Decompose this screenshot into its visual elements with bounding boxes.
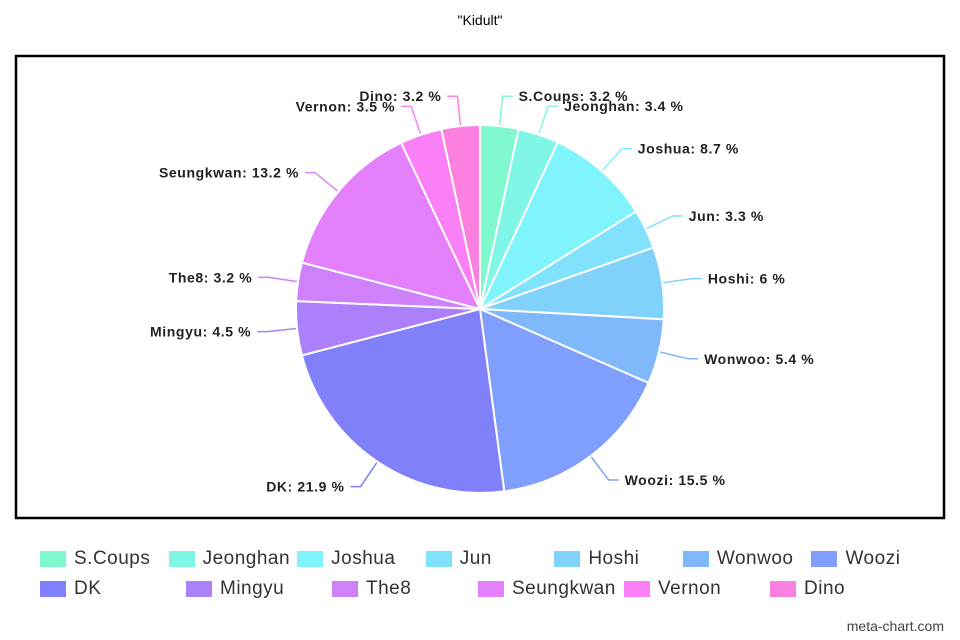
connector-dk <box>350 462 378 488</box>
legend-label: Seungkwan <box>512 578 616 599</box>
data-label-joshua: Joshua: 8.7 % <box>638 141 739 157</box>
legend-swatch <box>770 581 796 597</box>
connector-woozi <box>590 456 619 481</box>
legend: S.Coups Jeonghan Joshua Jun Hoshi Wonwoo Woozi… <box>40 544 940 604</box>
legend-label: Joshua <box>331 548 396 569</box>
legend-item-joshua: Joshua <box>297 548 426 570</box>
chart-title: "Kidult" <box>457 12 503 28</box>
legend-label: DK <box>74 578 102 599</box>
legend-item-vernon: Vernon <box>624 578 770 600</box>
legend-swatch <box>168 551 195 567</box>
legend-label: Jun <box>459 548 492 569</box>
legend-item-dino: Dino <box>770 578 916 600</box>
legend-label: Dino <box>804 578 846 599</box>
connector-jun <box>646 215 683 230</box>
data-label-dino: Dino: 3.2 % <box>359 88 441 104</box>
pie-slice-joshua <box>477 140 638 312</box>
legend-label: The8 <box>366 578 412 599</box>
data-label-the8: The8: 3.2 % <box>169 269 253 285</box>
legend-label: Wonwoo <box>716 548 794 569</box>
pie-slice-dino <box>440 123 481 310</box>
connector-s-coups <box>498 95 513 126</box>
data-label-woozi: Woozi: 15.5 % <box>625 472 726 488</box>
connector-hoshi <box>663 277 702 284</box>
data-label-mingyu: Mingyu: 4.5 % <box>150 324 251 340</box>
legend-label: Jeonghan <box>202 548 291 569</box>
legend-item-jun: Jun <box>425 548 555 570</box>
legend-swatch <box>297 551 324 567</box>
legend-item-seungkwan: Seungkwan <box>478 578 624 600</box>
data-label-hoshi: Hoshi: 6 % <box>708 271 786 287</box>
legend-swatch <box>40 551 66 567</box>
data-label-vernon: Vernon: 3.5 % <box>296 98 396 114</box>
legend-item-the8: The8 <box>332 578 478 600</box>
connector-mingyu <box>257 327 297 333</box>
legend-swatch <box>554 551 581 567</box>
legend-label: S.Coups <box>74 548 151 569</box>
connector-vernon <box>401 105 422 135</box>
legend-swatch <box>332 581 358 597</box>
connector-seungkwan <box>305 171 338 192</box>
legend-label: Hoshi <box>588 548 640 569</box>
connector-the8 <box>258 276 298 283</box>
data-label-wonwoo: Wonwoo: 5.4 % <box>704 351 814 367</box>
pie-slice-woozi <box>478 307 650 493</box>
connector-joshua <box>602 147 632 171</box>
plot-area-frame <box>14 54 946 520</box>
legend-item-dk: DK <box>40 578 186 600</box>
data-label-s-coups: S.Coups: 3.2 % <box>519 88 629 104</box>
legend-swatch <box>40 581 66 597</box>
connector-wonwoo <box>659 351 699 360</box>
legend-swatch <box>425 551 452 567</box>
legend-item-wonwoo: Wonwoo <box>682 548 812 570</box>
data-label-seungkwan: Seungkwan: 13.2 % <box>159 165 299 181</box>
legend-item-mingyu: Mingyu <box>186 578 332 600</box>
legend-swatch <box>624 581 650 597</box>
pie-slice-dk <box>300 307 506 494</box>
legend-swatch <box>811 551 838 567</box>
legend-item-woozi: Woozi <box>811 548 940 570</box>
legend-item-jeonghan: Jeonghan <box>168 548 298 570</box>
legend-label: Mingyu <box>220 578 285 599</box>
legend-item-s-coups: S.Coups <box>40 548 169 570</box>
legend-label: Woozi <box>845 548 901 569</box>
pie-slice-seungkwan <box>300 141 482 311</box>
legend-item-hoshi: Hoshi <box>554 548 683 570</box>
data-label-dk: DK: 21.9 % <box>266 479 344 495</box>
connector-jeonghan <box>538 105 559 134</box>
watermark: meta-chart.com <box>846 618 944 634</box>
connector-dino <box>447 95 462 126</box>
legend-label: Vernon <box>658 578 722 599</box>
legend-swatch <box>682 551 709 567</box>
legend-swatch <box>478 581 504 597</box>
data-label-jun: Jun: 3.3 % <box>689 208 764 224</box>
data-label-jeonghan: Jeonghan: 3.4 % <box>564 98 683 114</box>
legend-swatch <box>186 581 212 597</box>
